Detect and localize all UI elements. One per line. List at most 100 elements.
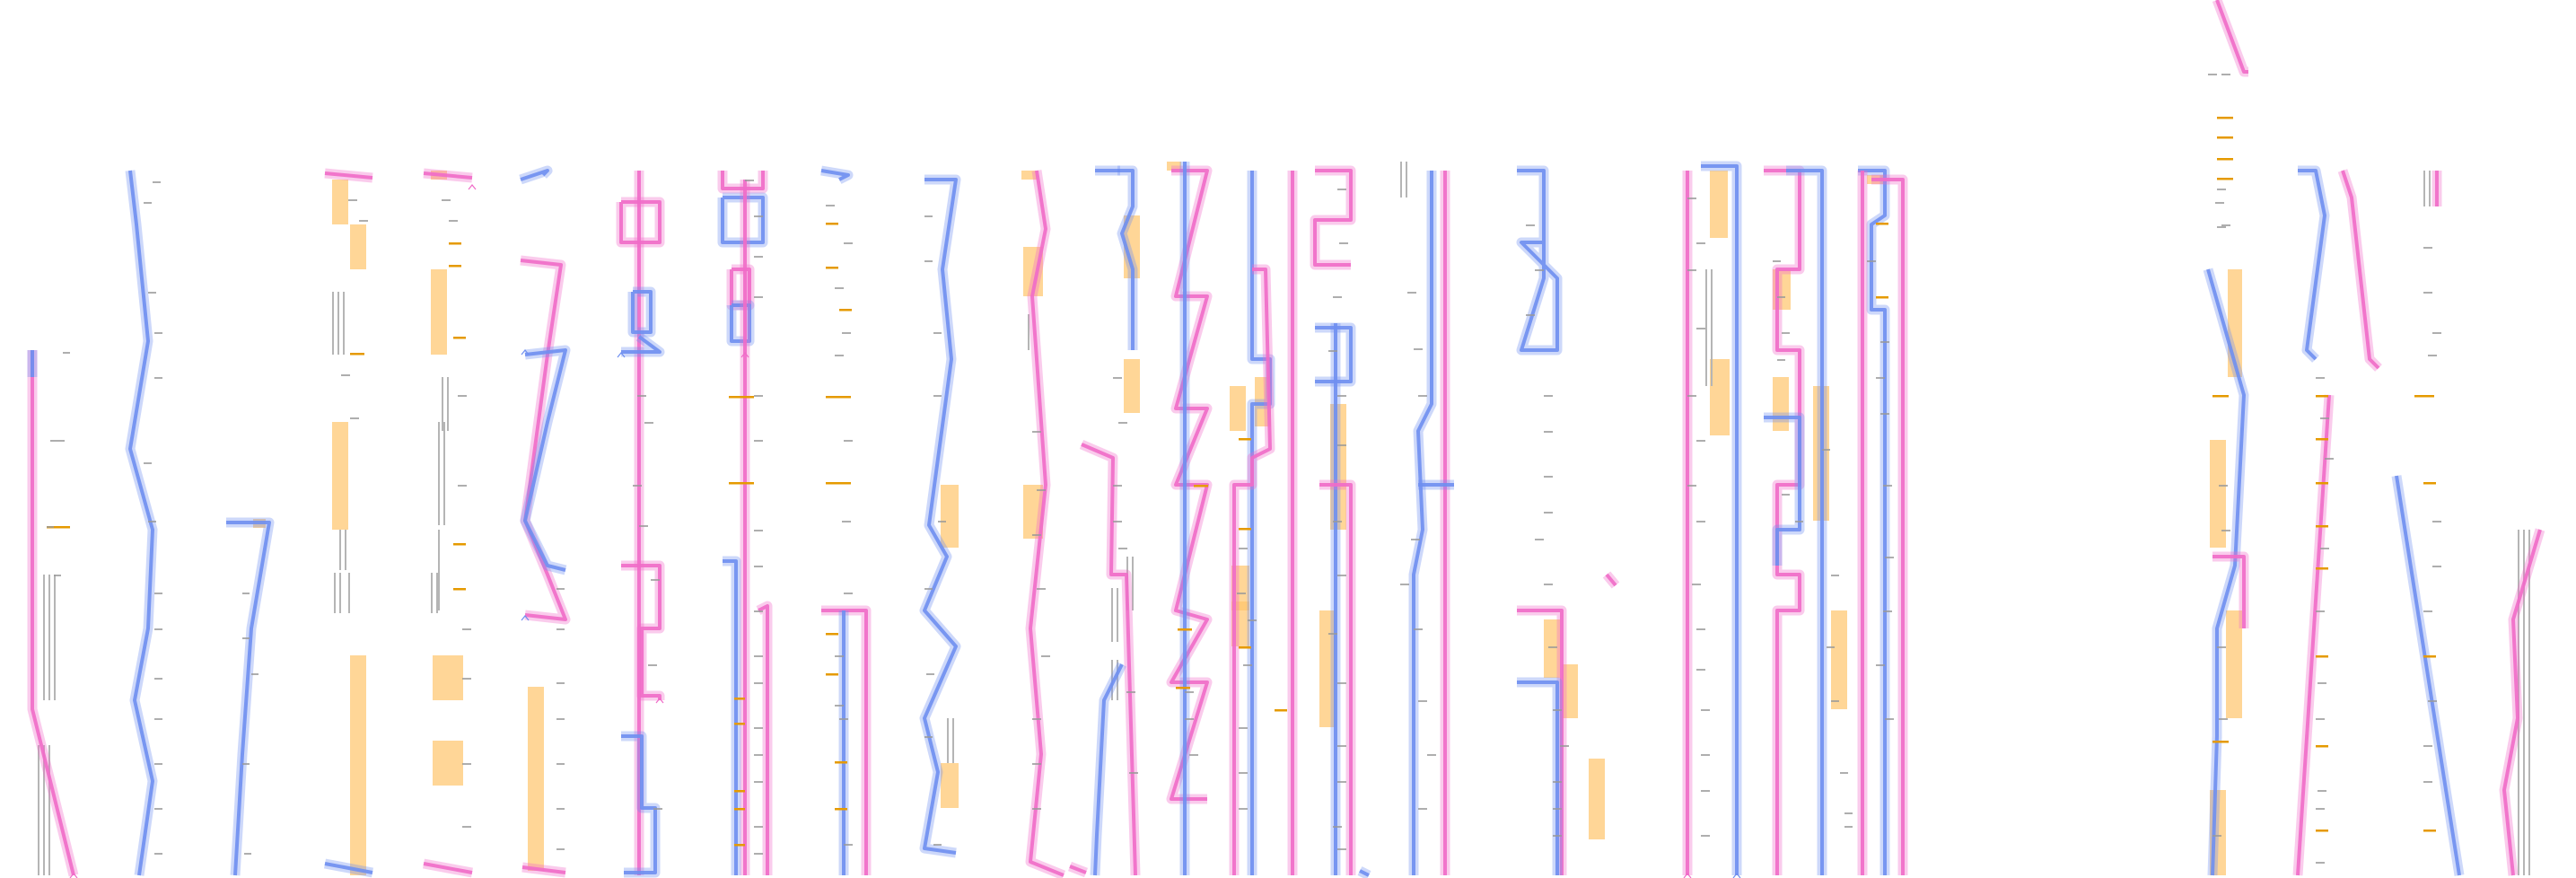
orange-tick (2423, 655, 2436, 658)
orange-tick (835, 761, 847, 764)
orange-tick (839, 309, 852, 312)
label-mark (2423, 745, 2432, 747)
label-mark (2221, 224, 2230, 226)
label-mark (844, 593, 853, 594)
orange-tick (734, 808, 745, 811)
label-mark (1400, 584, 1409, 585)
caret-icon (740, 352, 749, 358)
label-mark (2217, 646, 2226, 648)
label-mark (1701, 790, 1710, 792)
gray-bar (431, 573, 433, 613)
label-mark (1337, 444, 1346, 446)
label-mark (57, 440, 65, 442)
label-mark (1831, 700, 1839, 702)
label-mark (1248, 619, 1257, 621)
label-mark (1701, 835, 1710, 837)
orange-tick (2217, 136, 2233, 139)
label-mark (1427, 754, 1436, 756)
orange-tick (449, 242, 461, 245)
route-pink-17b (1605, 573, 1617, 587)
gray-bar-col1a (48, 575, 50, 700)
route-blue-17 (1517, 169, 1559, 352)
route-pink-25-halo (2499, 528, 2545, 876)
route-blue-19b (1764, 416, 1801, 566)
gray-bar (332, 292, 334, 355)
route-pink-5b (423, 862, 473, 874)
label-mark (1553, 709, 1562, 711)
label-mark (754, 655, 763, 657)
route-blue-7b (621, 335, 662, 354)
route-pink-11 (1029, 170, 1065, 877)
highlight-block (433, 741, 463, 786)
label-mark (1876, 377, 1885, 379)
label-mark (1032, 763, 1041, 765)
label-mark (556, 718, 565, 720)
label-mark (251, 673, 258, 675)
route-pink-14 (1232, 268, 1272, 875)
label-mark (1885, 718, 1894, 720)
route-pink-17 (1517, 609, 1564, 875)
label-mark (2212, 835, 2221, 837)
route-pink-15 (1313, 169, 1353, 267)
label-mark (2428, 700, 2437, 702)
label-mark (1328, 350, 1337, 352)
route-blue-22-halo (2203, 268, 2249, 876)
label-mark (154, 763, 162, 765)
label-mark (1129, 772, 1138, 774)
label-mark (462, 826, 471, 828)
route-blue-18 (1701, 164, 1739, 875)
label-mark (1548, 646, 1557, 648)
label-mark (1189, 754, 1198, 756)
route-blue-22 (2206, 268, 2246, 876)
highlight-block (1831, 610, 1847, 709)
label-mark (1337, 395, 1346, 397)
gray-bar (1117, 660, 1118, 700)
tick-layer (47, 74, 2441, 878)
orange-tick (734, 790, 745, 793)
label-mark (2208, 74, 2217, 75)
label-mark (1126, 691, 1135, 693)
label-mark (2318, 682, 2326, 684)
label-mark (1795, 521, 1803, 522)
orange-tick (2217, 117, 2233, 119)
label-mark (154, 332, 162, 334)
highlight-block (1124, 215, 1140, 278)
orange-tick (47, 526, 70, 529)
gray-bar (447, 377, 449, 431)
orange-tick (1239, 438, 1251, 441)
highlight-block (941, 485, 959, 548)
label-mark (556, 848, 565, 850)
route-pink-7a (619, 200, 662, 244)
label-mark (1696, 669, 1705, 671)
orange-tick (350, 353, 364, 356)
label-mark (341, 374, 350, 376)
label-mark (2318, 790, 2326, 792)
route-pink-8 (721, 171, 765, 190)
highlight-block-layer (253, 162, 2242, 875)
label-mark (242, 637, 250, 639)
label-mark (1544, 431, 1553, 433)
label-mark (835, 287, 844, 289)
gray-bar (1111, 588, 1113, 642)
label-mark (1553, 781, 1562, 783)
label-mark (154, 377, 162, 379)
label-mark (835, 705, 844, 707)
route-pink-19-halo (1764, 165, 1805, 875)
label-mark (1883, 485, 1892, 487)
label-mark (653, 808, 662, 810)
label-mark (1553, 808, 1562, 810)
gray-bar (2423, 171, 2425, 206)
route-blue-7c (621, 734, 657, 874)
label-mark (1337, 745, 1346, 747)
label-mark (47, 526, 54, 528)
label-mark (462, 628, 471, 630)
label-mark (458, 395, 467, 397)
orange-tick (449, 265, 461, 268)
route-pink-1 (31, 350, 75, 876)
route-blue-20 (1858, 169, 1887, 875)
label-mark (1827, 646, 1835, 648)
label-mark (1687, 485, 1696, 487)
gray-bar (339, 573, 341, 613)
route-pink-15b (1319, 483, 1353, 875)
